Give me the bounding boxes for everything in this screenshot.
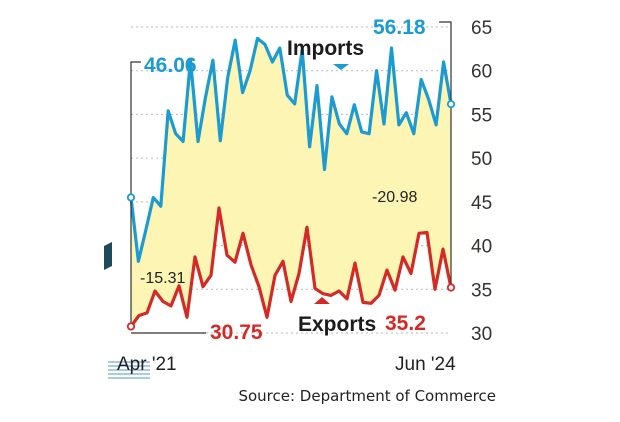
exports-start-dot xyxy=(126,322,136,331)
exports-line xyxy=(129,206,453,328)
imports-start-dot xyxy=(126,193,136,202)
y-tick-label-55: 55 xyxy=(471,105,492,126)
y-tick-label-45: 45 xyxy=(471,193,492,214)
y-tick-label-50: 50 xyxy=(471,149,492,170)
imports-end-label: 56.18 xyxy=(373,16,426,39)
edge-decoration xyxy=(104,242,150,379)
exports-marker-triangle xyxy=(314,297,330,304)
exports-end-dot xyxy=(446,283,456,292)
start-bracket xyxy=(130,61,141,327)
y-tick-label-40: 40 xyxy=(471,237,492,258)
y-tick-label-60: 60 xyxy=(471,62,492,83)
exports-end-label: 35.2 xyxy=(385,312,426,335)
deficit-end-label: -20.98 xyxy=(372,189,417,206)
value-brackets xyxy=(130,21,452,334)
imports-series-label: Imports xyxy=(287,37,364,60)
imports-marker-triangle xyxy=(333,64,349,70)
exports-start-label: 30.75 xyxy=(210,321,263,344)
y-tick-label-35: 35 xyxy=(471,280,492,301)
end-bracket xyxy=(439,21,452,105)
imports-start-label: 46.06 xyxy=(144,54,197,77)
x-axis-end-label: Jun '24 xyxy=(395,354,456,375)
y-tick-label-65: 65 xyxy=(471,18,492,39)
source-note: Source: Department of Commerce xyxy=(238,387,496,405)
imports-line xyxy=(129,36,453,263)
y-tick-label-30: 30 xyxy=(471,324,492,345)
endpoint-markers xyxy=(126,100,456,331)
y-axis-ticks: 30 35 40 45 50 55 60 65 xyxy=(471,18,492,345)
deficit-start-label: -15.31 xyxy=(140,270,185,287)
imports-end-dot xyxy=(446,100,456,109)
trade-deficit-area xyxy=(131,38,451,327)
x-axis-start-label: Apr '21 xyxy=(117,354,177,375)
exports-series-label: Exports xyxy=(298,313,376,336)
